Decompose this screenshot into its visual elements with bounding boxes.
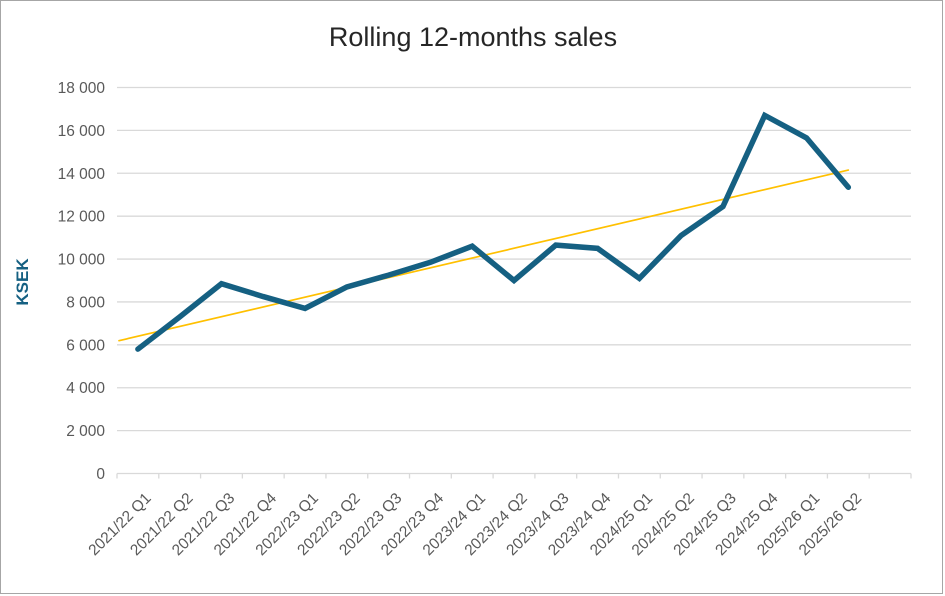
y-tick-label: 2 000 [66,423,105,440]
y-tick-label: 12 000 [58,209,106,226]
y-tick-label: 18 000 [58,80,106,97]
y-tick-label: 6 000 [66,337,105,354]
sales-series-line [135,111,852,352]
y-tick-label: 10 000 [58,252,106,269]
gridlines [117,86,911,432]
y-tick-label: 0 [96,466,105,483]
y-tick-label: 14 000 [58,166,106,183]
x-axis [116,472,912,479]
plot-series [118,111,852,352]
y-tick-label: 8 000 [66,294,105,311]
y-axis-labels: 0 2 000 4 000 6 000 8 000 10 000 12 000 14 000 1… [58,80,106,483]
y-axis-title: KSEK [13,258,32,306]
y-tick-label: 4 000 [66,380,105,397]
chart-title: Rolling 12-months sales [329,22,617,52]
y-tick-label: 16 000 [58,123,106,140]
